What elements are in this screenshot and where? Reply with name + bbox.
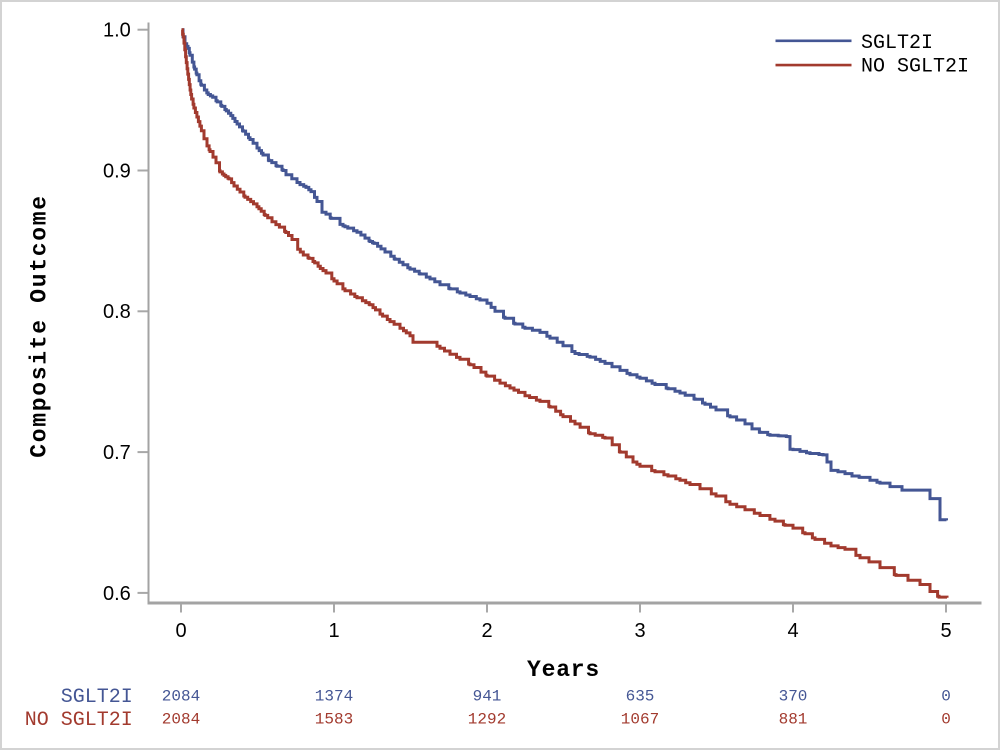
svg-text:1.0: 1.0 <box>103 20 131 42</box>
svg-text:NO SGLT2I: NO SGLT2I <box>25 709 133 732</box>
svg-text:Years: Years <box>527 657 600 683</box>
svg-text:0: 0 <box>941 711 951 729</box>
svg-text:0: 0 <box>941 688 951 706</box>
svg-text:1: 1 <box>328 620 339 642</box>
svg-text:2: 2 <box>481 620 492 642</box>
svg-text:5: 5 <box>940 620 951 642</box>
svg-text:941: 941 <box>473 688 502 706</box>
svg-text:2084: 2084 <box>162 711 200 729</box>
svg-text:635: 635 <box>626 688 655 706</box>
svg-text:1374: 1374 <box>315 688 353 706</box>
svg-text:1292: 1292 <box>468 711 506 729</box>
svg-text:Composite Outcome: Composite Outcome <box>27 194 53 458</box>
svg-text:0.9: 0.9 <box>103 160 131 182</box>
svg-text:0.6: 0.6 <box>103 583 131 605</box>
svg-text:4: 4 <box>787 620 798 642</box>
svg-text:0: 0 <box>175 620 186 642</box>
svg-text:1067: 1067 <box>621 711 659 729</box>
svg-text:0.8: 0.8 <box>103 301 131 323</box>
svg-text:2084: 2084 <box>162 688 200 706</box>
svg-text:0.7: 0.7 <box>103 442 131 464</box>
svg-text:370: 370 <box>779 688 808 706</box>
svg-text:1583: 1583 <box>315 711 353 729</box>
svg-text:881: 881 <box>779 711 808 729</box>
svg-text:3: 3 <box>634 620 645 642</box>
svg-text:SGLT2I: SGLT2I <box>861 32 933 55</box>
svg-text:NO SGLT2I: NO SGLT2I <box>861 56 969 79</box>
svg-text:SGLT2I: SGLT2I <box>61 686 133 709</box>
